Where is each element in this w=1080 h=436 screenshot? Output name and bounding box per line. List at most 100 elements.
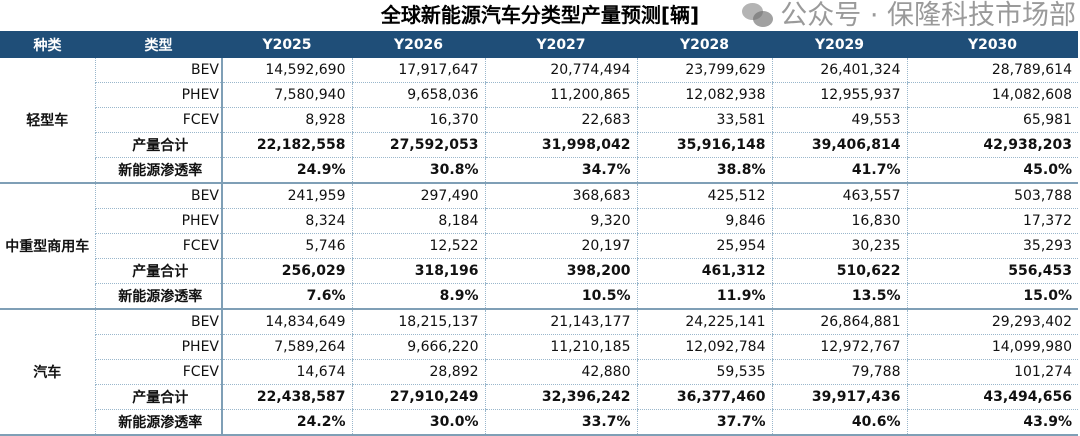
category-cell: 汽车 (0, 309, 95, 436)
value-cell: 18,215,137 (351, 309, 485, 335)
value-cell: 28,789,614 (906, 58, 1078, 83)
value-cell: 8.9% (351, 283, 485, 310)
value-cell: 241,959 (221, 183, 352, 209)
type-cell: BEV (94, 183, 223, 209)
value-cell: 35,916,148 (636, 132, 772, 158)
value-cell: 59,535 (636, 359, 772, 385)
table-row: PHEV 7,589,264 9,666,220 11,210,185 12,092,7… (0, 334, 1078, 360)
value-cell: 15.0% (906, 283, 1078, 310)
value-cell: 45.0% (906, 157, 1078, 184)
value-cell: 40.6% (771, 409, 907, 436)
category-cell: 中重型商用车 (0, 183, 95, 310)
value-cell: 8,184 (351, 208, 485, 234)
type-cell: 新能源渗透率 (94, 157, 223, 184)
value-cell: 22,683 (484, 107, 637, 133)
value-cell: 556,453 (906, 258, 1078, 284)
table-row: 新能源渗透率 7.6% 8.9% 10.5% 11.9% 13.5% 15.0% (0, 283, 1078, 310)
value-cell: 12,522 (351, 233, 485, 259)
type-cell: 产量合计 (94, 384, 223, 410)
value-cell: 7.6% (221, 283, 352, 310)
value-cell: 14,592,690 (221, 58, 352, 83)
value-cell: 368,683 (484, 183, 637, 209)
value-cell: 510,622 (771, 258, 907, 284)
value-cell: 463,557 (771, 183, 907, 209)
value-cell: 42,938,203 (906, 132, 1078, 158)
value-cell: 10.5% (484, 283, 637, 310)
value-cell: 14,674 (221, 359, 352, 385)
type-cell: FCEV (94, 107, 223, 133)
table-row: 新能源渗透率 24.2% 30.0% 33.7% 37.7% 40.6% 43.9% (0, 409, 1078, 436)
value-cell: 35,293 (906, 233, 1078, 259)
value-cell: 21,143,177 (484, 309, 637, 335)
table-row: 轻型车 BEV 14,592,690 17,917,647 20,774,494 23,7… (0, 58, 1078, 184)
table-row: PHEV 7,580,940 9,658,036 11,200,865 12,082,9… (0, 82, 1078, 108)
value-cell: 20,774,494 (484, 58, 637, 83)
table-row: FCEV 5,746 12,522 20,197 25,954 30,235 35,293 (0, 233, 1078, 259)
value-cell: 27,592,053 (351, 132, 485, 158)
value-cell: 13.5% (771, 283, 907, 310)
value-cell: 256,029 (221, 258, 352, 284)
value-cell: 36,377,460 (636, 384, 772, 410)
value-cell: 24.9% (221, 157, 352, 184)
value-cell: 9,320 (484, 208, 637, 234)
value-cell: 12,092,784 (636, 334, 772, 360)
value-cell: 28,892 (351, 359, 485, 385)
type-cell: 产量合计 (94, 132, 223, 158)
value-cell: 11,210,185 (484, 334, 637, 360)
table-row: 新能源渗透率 24.9% 30.8% 34.7% 38.8% 41.7% 45.0% (0, 157, 1078, 184)
value-cell: 17,917,647 (351, 58, 485, 83)
value-cell: 11,200,865 (484, 82, 637, 108)
header-category: 种类 (0, 31, 95, 58)
value-cell: 12,082,938 (636, 82, 772, 108)
value-cell: 9,666,220 (351, 334, 485, 360)
value-cell: 43,494,656 (906, 384, 1078, 410)
value-cell: 20,197 (484, 233, 637, 259)
value-cell: 34.7% (484, 157, 637, 184)
value-cell: 425,512 (636, 183, 772, 209)
value-cell: 79,788 (771, 359, 907, 385)
value-cell: 318,196 (351, 258, 485, 284)
value-cell: 22,182,558 (221, 132, 352, 158)
type-cell: BEV (94, 309, 223, 335)
value-cell: 503,788 (906, 183, 1078, 209)
value-cell: 14,099,980 (906, 334, 1078, 360)
value-cell: 17,372 (906, 208, 1078, 234)
production-forecast-table: 种类 类型 Y2025 Y2026 Y2027 Y2028 Y2029 Y203… (0, 31, 1078, 436)
type-cell: PHEV (94, 334, 223, 360)
value-cell: 30.0% (351, 409, 485, 436)
type-cell: PHEV (94, 82, 223, 108)
value-cell: 30,235 (771, 233, 907, 259)
value-cell: 14,834,649 (221, 309, 352, 335)
value-cell: 297,490 (351, 183, 485, 209)
type-cell: 新能源渗透率 (94, 283, 223, 310)
header-y2025: Y2025 (222, 31, 352, 58)
value-cell: 39,406,814 (771, 132, 907, 158)
value-cell: 24,225,141 (636, 309, 772, 335)
value-cell: 461,312 (636, 258, 772, 284)
value-cell: 14,082,608 (906, 82, 1078, 108)
value-cell: 9,658,036 (351, 82, 485, 108)
table-row: 产量合计 22,438,587 27,910,249 32,396,242 36,377… (0, 384, 1078, 410)
table-title: 全球新能源汽车分类型产量预测[辆] (380, 3, 700, 27)
category-cell: 轻型车 (0, 58, 95, 184)
table-row: 产量合计 22,182,558 27,592,053 31,998,042 35,916… (0, 132, 1078, 158)
value-cell: 41.7% (771, 157, 907, 184)
value-cell: 101,274 (906, 359, 1078, 385)
table-row: FCEV 14,674 28,892 42,880 59,535 79,788 101,27… (0, 359, 1078, 385)
table-row: 产量合计 256,029 318,196 398,200 461,312 510,622 5… (0, 258, 1078, 284)
type-cell: FCEV (94, 359, 223, 385)
value-cell: 23,799,629 (636, 58, 772, 83)
value-cell: 5,746 (221, 233, 352, 259)
value-cell: 26,864,881 (771, 309, 907, 335)
value-cell: 43.9% (906, 409, 1078, 436)
value-cell: 26,401,324 (771, 58, 907, 83)
header-y2030: Y2030 (907, 31, 1078, 58)
type-cell: 新能源渗透率 (94, 409, 223, 436)
value-cell: 8,928 (221, 107, 352, 133)
value-cell: 30.8% (351, 157, 485, 184)
header-y2028: Y2028 (637, 31, 772, 58)
header-row: 种类 类型 Y2025 Y2026 Y2027 Y2028 Y2029 Y203… (0, 31, 1078, 58)
value-cell: 22,438,587 (221, 384, 352, 410)
header-y2029: Y2029 (772, 31, 907, 58)
value-cell: 24.2% (221, 409, 352, 436)
